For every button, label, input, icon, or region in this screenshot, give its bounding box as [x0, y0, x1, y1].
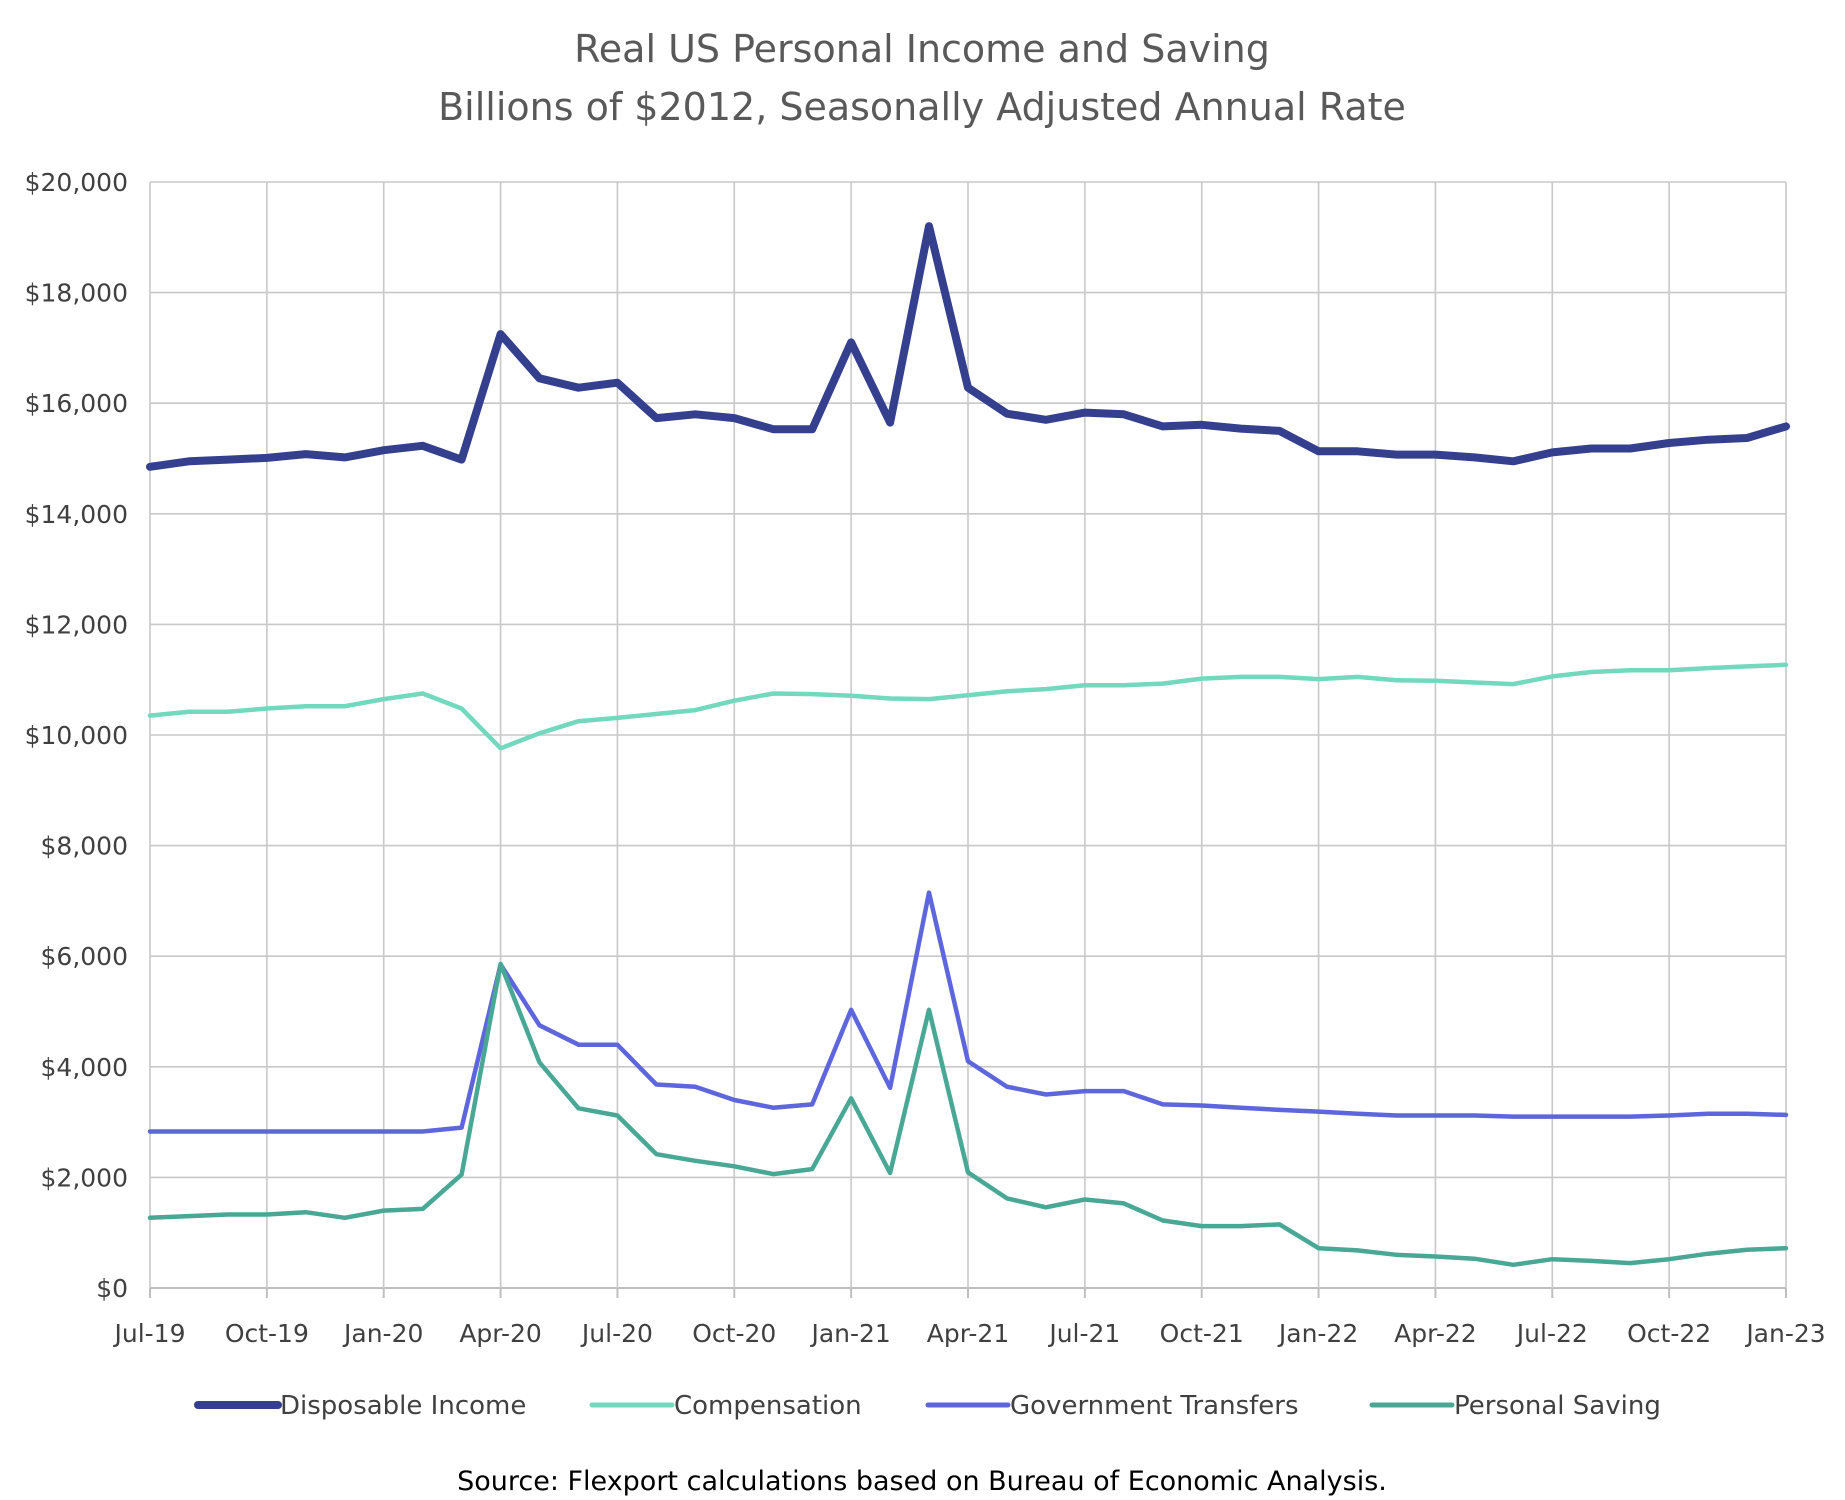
y-tick-label: $8,000: [41, 832, 128, 861]
x-tick-label: Jul-21: [1047, 1319, 1120, 1348]
y-tick-label: $12,000: [25, 610, 128, 639]
y-tick-label: $14,000: [25, 500, 128, 529]
series-line-compensation: [147, 662, 1789, 751]
x-axis-labels: Jul-19 Oct-19 Jan-20 Apr-20 Jul-20 Oct-20 Jan-…: [113, 1319, 1826, 1348]
legend: Disposable Income Compensation Government …: [194, 1391, 1661, 1421]
y-tick-label: $10,000: [25, 721, 128, 750]
x-tick-label: Jan-23: [1744, 1319, 1825, 1348]
x-tick-label: Jan-21: [809, 1319, 890, 1348]
x-tick-label: Apr-20: [459, 1319, 541, 1348]
chart-subtitle: Billions of $2012, Seasonally Adjusted A…: [438, 85, 1406, 129]
gridlines: [149, 181, 1787, 1298]
x-tick-label: Jul-20: [580, 1319, 653, 1348]
legend-label: Compensation: [674, 1391, 862, 1421]
source-note: Source: Flexport calculations based on B…: [457, 1466, 1387, 1497]
x-tick-label: Apr-21: [927, 1319, 1009, 1348]
x-tick-label: Oct-20: [692, 1319, 776, 1348]
x-tick-label: Jul-22: [1515, 1319, 1588, 1348]
x-tick-label: Jan-20: [342, 1319, 423, 1348]
y-tick-label: $18,000: [25, 279, 128, 308]
y-tick-label: $16,000: [25, 389, 128, 418]
x-tick-label: Jan-22: [1277, 1319, 1358, 1348]
x-tick-label: Oct-22: [1627, 1319, 1711, 1348]
series-line-disposable-income: [146, 222, 1790, 471]
y-axis-labels: $0 $2,000 $4,000 $6,000 $8,000 $10,000 $12,000…: [25, 168, 128, 1303]
chart-title: Real US Personal Income and Saving: [574, 27, 1270, 71]
series-lines: [146, 222, 1790, 1268]
y-tick-label: $4,000: [41, 1053, 128, 1082]
legend-label: Personal Saving: [1454, 1391, 1661, 1421]
y-tick-label: $0: [96, 1274, 128, 1303]
y-tick-label: $20,000: [25, 168, 128, 197]
y-tick-label: $2,000: [41, 1163, 128, 1192]
y-tick-label: $6,000: [41, 942, 128, 971]
x-tick-label: Oct-21: [1160, 1319, 1244, 1348]
legend-label: Government Transfers: [1010, 1391, 1299, 1421]
series-line-government-transfers: [147, 890, 1789, 1134]
x-tick-label: Apr-22: [1394, 1319, 1476, 1348]
series-line-personal-saving: [147, 961, 1789, 1268]
x-tick-label: Jul-19: [113, 1319, 186, 1348]
legend-label: Disposable Income: [280, 1391, 526, 1421]
x-tick-label: Oct-19: [225, 1319, 309, 1348]
